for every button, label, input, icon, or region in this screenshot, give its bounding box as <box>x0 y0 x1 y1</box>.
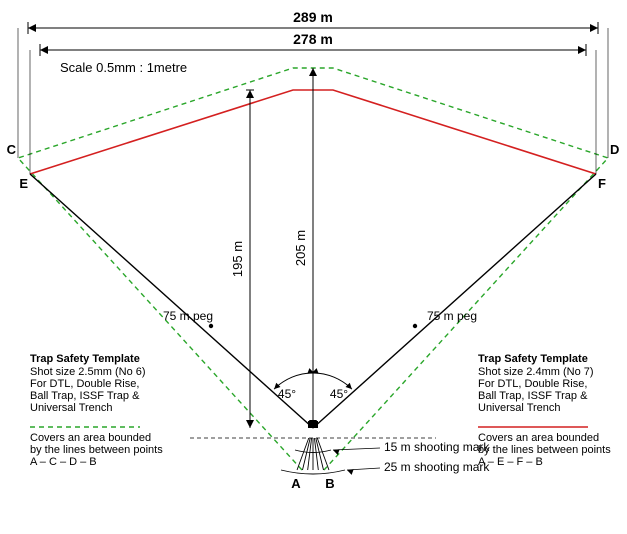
legend-left-coverage: A – C – D – B <box>30 456 97 468</box>
peg-dot <box>209 324 213 328</box>
svg-text:B: B <box>325 476 334 491</box>
svg-text:45°: 45° <box>278 387 296 401</box>
legend-left-line: Shot size 2.5mm (No 6) <box>30 366 146 378</box>
peg-dot <box>413 324 417 328</box>
legend-right-line: Ball Trap, ISSF Trap & <box>478 390 588 402</box>
svg-text:195 m: 195 m <box>230 241 245 277</box>
svg-text:F: F <box>598 176 606 191</box>
scale-note: Scale 0.5mm : 1metre <box>60 60 187 75</box>
legend-right-coverage: by the lines between points <box>478 444 611 456</box>
legend-left-line: Ball Trap, ISSF Trap & <box>30 390 140 402</box>
legend-right-title: Trap Safety Template <box>478 353 588 365</box>
legend-left-coverage: Covers an area bounded <box>30 432 151 444</box>
legend-right-line: For DTL, Double Rise, <box>478 378 587 390</box>
legend-right-line: Universal Trench <box>478 402 561 414</box>
svg-text:C: C <box>7 142 17 157</box>
trap-safety-template-diagram: 205 m 195 m 289 m 278 m Scale 0.5mm : 1metre… <box>0 0 627 534</box>
legend-right-line: Shot size 2.4mm (No 7) <box>478 366 594 378</box>
legend-left-title: Trap Safety Template <box>30 353 140 365</box>
legend-left-coverage: by the lines between points <box>30 444 163 456</box>
svg-text:E: E <box>19 176 28 191</box>
svg-text:289 m: 289 m <box>293 9 333 25</box>
legend-right-coverage: A – E – F – B <box>478 456 543 468</box>
legend-left-line: For DTL, Double Rise, <box>30 378 139 390</box>
peg-label: 75 m peg <box>163 309 213 323</box>
mark-15-label: 15 m shooting mark <box>384 440 490 454</box>
svg-text:A: A <box>291 476 301 491</box>
mark-25-label: 25 m shooting mark <box>384 460 490 474</box>
peg-label: 75 m peg <box>427 309 477 323</box>
svg-text:205 m: 205 m <box>293 230 308 266</box>
legend-right-coverage: Covers an area bounded <box>478 432 599 444</box>
svg-text:278 m: 278 m <box>293 31 333 47</box>
trap-house <box>308 421 318 428</box>
svg-text:45°: 45° <box>330 387 348 401</box>
legend-left-line: Universal Trench <box>30 402 113 414</box>
svg-text:D: D <box>610 142 619 157</box>
